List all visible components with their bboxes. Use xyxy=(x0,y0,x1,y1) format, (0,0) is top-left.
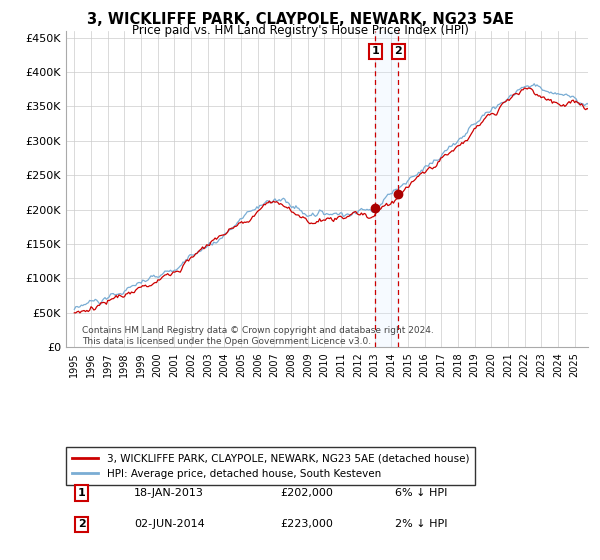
Text: 6% ↓ HPI: 6% ↓ HPI xyxy=(395,488,447,498)
Bar xyxy=(376,31,398,347)
Text: Contains HM Land Registry data © Crown copyright and database right 2024.
This d: Contains HM Land Registry data © Crown c… xyxy=(82,326,433,346)
Text: 2: 2 xyxy=(78,519,86,529)
Text: £202,000: £202,000 xyxy=(280,488,333,498)
Text: 1: 1 xyxy=(78,488,86,498)
Text: 2% ↓ HPI: 2% ↓ HPI xyxy=(395,519,448,529)
Text: 3, WICKLIFFE PARK, CLAYPOLE, NEWARK, NG23 5AE: 3, WICKLIFFE PARK, CLAYPOLE, NEWARK, NG2… xyxy=(86,12,514,27)
Legend: 3, WICKLIFFE PARK, CLAYPOLE, NEWARK, NG23 5AE (detached house), HPI: Average pri: 3, WICKLIFFE PARK, CLAYPOLE, NEWARK, NG2… xyxy=(66,447,475,485)
Text: Price paid vs. HM Land Registry's House Price Index (HPI): Price paid vs. HM Land Registry's House … xyxy=(131,24,469,36)
Text: £223,000: £223,000 xyxy=(280,519,333,529)
Text: 1: 1 xyxy=(371,46,379,57)
Text: 18-JAN-2013: 18-JAN-2013 xyxy=(134,488,204,498)
Text: 02-JUN-2014: 02-JUN-2014 xyxy=(134,519,205,529)
Text: 2: 2 xyxy=(394,46,402,57)
